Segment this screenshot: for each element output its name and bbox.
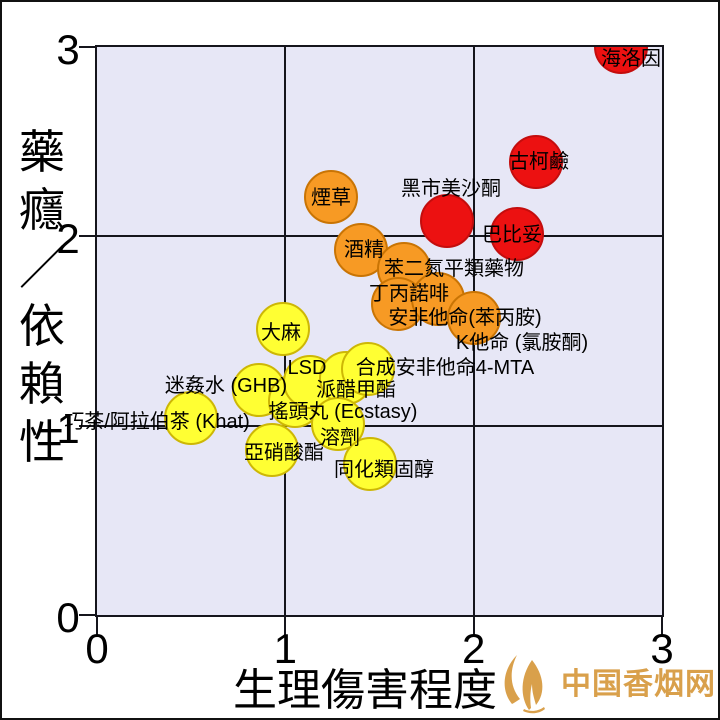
- y-tick-label: 3: [56, 26, 80, 73]
- gridline-horizontal: [97, 424, 662, 427]
- y-tick-label: 0: [56, 594, 80, 641]
- drug-point: [593, 47, 648, 74]
- drug-point: [508, 135, 563, 190]
- drug-point: [341, 341, 396, 396]
- y-tick-mark: [79, 424, 97, 427]
- x-tick-mark: [284, 615, 287, 635]
- plot-area: [95, 45, 664, 617]
- x-tick-label: 3: [650, 625, 674, 672]
- x-tick-label: 1: [273, 625, 298, 672]
- x-tick-mark: [96, 615, 98, 635]
- drug-point: [303, 169, 358, 224]
- watermark-text: 中国香烟网: [561, 668, 716, 701]
- drug-point: [245, 423, 300, 478]
- y-tick-mark: [79, 46, 97, 48]
- drug-point: [256, 302, 311, 357]
- y-tick-label: 1: [56, 404, 80, 452]
- x-tick-label: 2: [461, 625, 486, 672]
- leaf-logo-icon: [504, 655, 545, 714]
- drug-point: [343, 436, 398, 491]
- y-tick-label: 2: [56, 215, 80, 263]
- x-axis-title: 生理傷害程度: [233, 666, 497, 715]
- watermark: 中国香烟网: [499, 648, 716, 714]
- drug-point: [420, 194, 475, 249]
- drug-point: [446, 290, 501, 345]
- drug-point: [489, 207, 544, 262]
- scatter-points-layer: [97, 47, 662, 615]
- drug-point: [164, 391, 219, 446]
- y-tick-mark: [79, 235, 97, 238]
- x-tick-mark: [472, 615, 475, 635]
- y-axis-title: 藥 癮 ／ 依 賴 性: [19, 126, 65, 468]
- x-tick-label: 0: [85, 625, 109, 672]
- y-tick-mark: [79, 614, 97, 616]
- x-tick-mark: [661, 615, 663, 635]
